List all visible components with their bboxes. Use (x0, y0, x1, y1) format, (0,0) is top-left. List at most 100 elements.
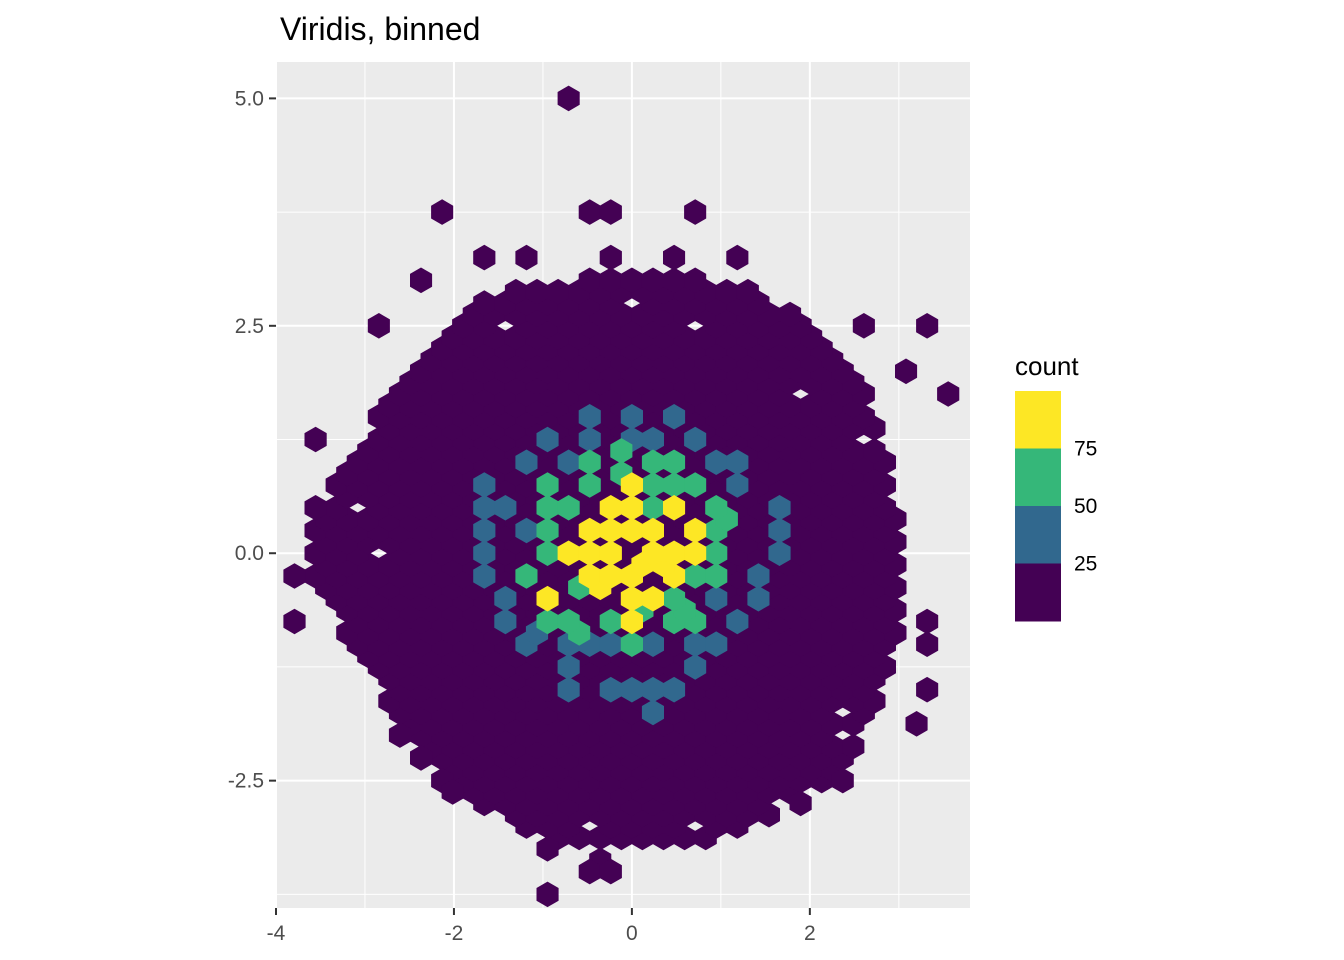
hex-bin (831, 767, 854, 794)
hex-bin (610, 438, 633, 464)
hex-bin (473, 495, 496, 521)
hex-bin (705, 585, 728, 612)
hex-bin (779, 301, 802, 328)
hex-bin (473, 517, 496, 544)
hex-bin (684, 517, 707, 544)
y-axis: -2.5 0.0 2.5 5.0 (228, 87, 276, 793)
hex-bin (599, 495, 622, 521)
hex-bin (726, 449, 749, 475)
hex-bin (283, 608, 306, 635)
hex-bin (304, 426, 327, 453)
hex-bin (557, 654, 580, 680)
hex-bin (367, 313, 390, 339)
hex-bin (525, 278, 549, 305)
hex-bin (726, 244, 749, 271)
hex-bin (557, 495, 580, 521)
hex-bin (663, 585, 686, 612)
hex-bin (557, 540, 580, 566)
x-tick-label: 0 (626, 922, 638, 945)
hex-bin (536, 472, 559, 498)
hex-bin (705, 563, 728, 589)
hex-bin (620, 404, 643, 430)
hex-bin (684, 426, 707, 453)
hex-bin (515, 517, 538, 544)
hex-bin (620, 585, 643, 612)
hex-bin (641, 517, 664, 544)
hex-bin (726, 472, 749, 498)
x-axis: -4 -2 0 2 (267, 908, 816, 945)
legend-key (1015, 448, 1061, 507)
hex-bin (441, 779, 464, 805)
legend-label: 25 (1074, 553, 1097, 576)
hex-bin (916, 676, 939, 703)
hex-bin (578, 199, 601, 225)
hex-bin (641, 540, 664, 566)
hex-bin (641, 699, 664, 726)
x-tick-label: 2 (804, 922, 816, 945)
hex-bin (536, 426, 559, 453)
hex-bin (705, 631, 728, 657)
hex-bin (641, 472, 664, 498)
hex-bin (684, 199, 707, 225)
hex-bin (663, 472, 686, 498)
hex-bin (557, 449, 580, 475)
hex-bin (663, 449, 686, 475)
hex-bin (494, 585, 517, 612)
hex-bin (641, 267, 664, 294)
hex-bin (715, 278, 738, 305)
hex-bin (726, 608, 749, 635)
legend-key (1015, 391, 1061, 449)
hex-bin (410, 267, 433, 294)
hex-bin (388, 722, 411, 748)
legend-label: 50 (1074, 495, 1097, 518)
hex-bin (641, 449, 664, 475)
y-tick-label: 2.5 (235, 315, 264, 338)
hex-bin (536, 836, 559, 862)
hex-bin (547, 278, 570, 305)
hex-bin (620, 267, 643, 294)
hex-bin (599, 631, 622, 657)
hex-bin (684, 654, 707, 680)
hex-bin (641, 631, 664, 657)
hex-bin (431, 199, 454, 225)
y-tick-label: 5.0 (235, 87, 264, 110)
hex-bin (736, 278, 759, 305)
hex-bin (473, 244, 496, 271)
hex-bin (536, 495, 559, 521)
hex-bin (641, 676, 664, 703)
hex-bin (504, 278, 527, 305)
legend-title: count (1015, 351, 1079, 381)
hex-bin (663, 267, 686, 294)
hex-bin (473, 472, 496, 498)
hex-bin (684, 472, 707, 498)
hex-bin (578, 563, 601, 589)
hex-bin (494, 495, 517, 521)
hex-bin (705, 449, 728, 475)
hex-bin (599, 676, 622, 703)
hex-bin (599, 267, 622, 294)
hex-bin (599, 244, 622, 271)
hex-bin (641, 426, 664, 453)
hex-bin (536, 540, 559, 566)
hex-bin (747, 585, 770, 612)
hex-bin (620, 631, 643, 657)
hex-bin (304, 495, 327, 521)
hex-bin (663, 404, 686, 430)
hex-bin (283, 563, 306, 589)
legend: count 25 50 75 (1015, 351, 1097, 622)
hex-bin (536, 585, 559, 612)
chart-title: Viridis, binned (280, 11, 480, 47)
legend-label: 75 (1074, 438, 1097, 461)
hex-bin (599, 540, 622, 566)
hex-bin (705, 540, 728, 566)
hex-bin (663, 495, 686, 521)
hex-bin (578, 858, 601, 885)
legend-key (1015, 563, 1061, 622)
hex-bin (916, 313, 939, 339)
hex-bin (578, 472, 601, 498)
hex-bin (747, 563, 770, 589)
hex-bin (937, 381, 960, 407)
hex-bin (895, 358, 918, 385)
hex-bin (599, 858, 622, 885)
hex-bin (684, 267, 707, 294)
